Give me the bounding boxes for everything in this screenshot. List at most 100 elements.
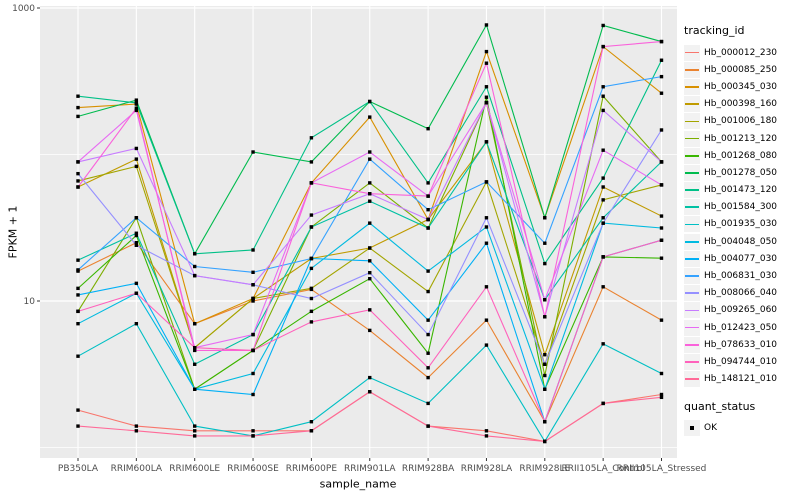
legend-title-tracking-id: tracking_id (684, 24, 745, 37)
data-point-marker (193, 252, 197, 256)
data-point-marker (368, 375, 372, 380)
data-point-marker (251, 392, 255, 397)
legend-key-swatch (684, 96, 700, 113)
data-point-marker (426, 127, 430, 131)
legend-item-Hb_000012_230: Hb_000012_230 (684, 44, 798, 61)
data-point-marker (484, 343, 489, 347)
data-point-marker (601, 221, 605, 225)
data-point-marker (659, 395, 664, 400)
legend-item-label: Hb_001278_050 (704, 167, 778, 178)
legend-key-line (685, 154, 699, 157)
x-tick-label: RRIM928LE (519, 464, 570, 474)
legend-tracking-items: Hb_000012_230 Hb_000085_250 Hb_000345_030 H… (684, 44, 798, 388)
legend-key-swatch (684, 78, 700, 95)
data-point-marker (76, 94, 80, 98)
data-point-marker (426, 181, 430, 185)
data-point-marker (76, 424, 80, 428)
legend-item-Hb_004077_030: Hb_004077_030 (684, 250, 798, 267)
data-point-marker (484, 85, 489, 89)
data-point-marker (309, 420, 314, 424)
data-point-marker (193, 264, 197, 269)
data-point-marker (193, 434, 197, 438)
data-point-marker (251, 150, 255, 154)
data-point-marker (76, 293, 80, 297)
legend-key-line (685, 258, 699, 260)
legend-key-swatch (684, 250, 700, 267)
data-point-marker (134, 281, 139, 286)
data-point-marker (659, 371, 664, 376)
data-point-marker (659, 183, 664, 187)
legend-key-swatch (684, 371, 700, 388)
data-point-marker (601, 198, 605, 202)
data-point-marker (426, 269, 430, 273)
data-point-marker (426, 424, 430, 428)
data-point-marker (426, 217, 430, 222)
legend-key-swatch (684, 336, 700, 353)
data-point-marker (484, 61, 489, 65)
data-point-marker (601, 185, 605, 189)
legend-item-label: Hb_004048_050 (704, 236, 778, 247)
legend-key-line (685, 378, 699, 381)
data-point-marker (309, 296, 314, 301)
data-point-marker (76, 268, 80, 272)
data-point-marker (659, 392, 664, 397)
data-point-marker (368, 328, 372, 333)
legend-key-line (685, 275, 699, 277)
data-point-marker (76, 160, 80, 164)
data-point-marker (659, 91, 664, 95)
data-point-marker (543, 241, 547, 245)
data-point-marker (76, 258, 80, 262)
data-point-marker (426, 351, 430, 355)
y-axis-title: FPKM + 1 (6, 205, 20, 259)
data-point-marker (659, 226, 664, 230)
legend-item-label: Hb_006831_030 (704, 271, 778, 282)
legend-key-line (685, 343, 699, 346)
data-point-marker (543, 373, 547, 378)
data-point-marker (543, 261, 547, 266)
x-tick-label: RRIM901LA (344, 464, 396, 474)
data-point-marker (193, 387, 197, 391)
x-tick-label: RRIM600LE (169, 464, 220, 474)
data-point-marker (76, 408, 80, 412)
data-point-marker (251, 429, 255, 433)
data-point-marker (134, 157, 139, 161)
data-point-marker (76, 171, 80, 176)
legend-key-swatch (684, 147, 700, 164)
legend-key-line (685, 309, 699, 312)
data-point-marker (134, 233, 139, 238)
legend-item-Hb_094744_010: Hb_094744_010 (684, 353, 798, 370)
data-point-marker (76, 114, 80, 119)
data-point-marker (368, 150, 372, 154)
legend-item-label: Hb_000012_230 (704, 47, 778, 58)
data-point-marker (76, 354, 80, 358)
legend-key-line (685, 68, 699, 71)
legend-key-swatch (684, 233, 700, 250)
data-point-marker (484, 180, 489, 184)
data-point-marker (484, 225, 489, 229)
data-point-marker (251, 270, 255, 275)
x-tick-label: RRII105LA_Stressed (617, 464, 707, 474)
legend-key-line (685, 51, 699, 54)
data-point-marker (368, 276, 372, 281)
legend: tracking_id Hb_000012_230 Hb_000085_250 Hb… (684, 24, 798, 437)
legend-item-Hb_001935_030: Hb_001935_030 (684, 216, 798, 233)
data-point-marker (309, 286, 314, 291)
data-point-marker (368, 157, 372, 161)
legend-key-point (690, 426, 694, 431)
data-point-marker (601, 23, 605, 28)
data-point-marker (193, 362, 197, 366)
data-point-marker (76, 309, 80, 314)
data-point-marker (659, 256, 664, 260)
data-point-marker (659, 74, 664, 79)
legend-item-label: Hb_008066_040 (704, 288, 778, 299)
data-point-marker (543, 298, 547, 302)
legend-item-Hb_001278_050: Hb_001278_050 (684, 164, 798, 181)
data-point-marker (193, 321, 197, 326)
data-point-marker (193, 345, 197, 350)
data-point-marker (134, 231, 139, 235)
data-point-marker (368, 308, 372, 312)
data-point-marker (601, 216, 605, 220)
data-point-marker (426, 401, 430, 406)
data-point-marker (543, 387, 547, 391)
